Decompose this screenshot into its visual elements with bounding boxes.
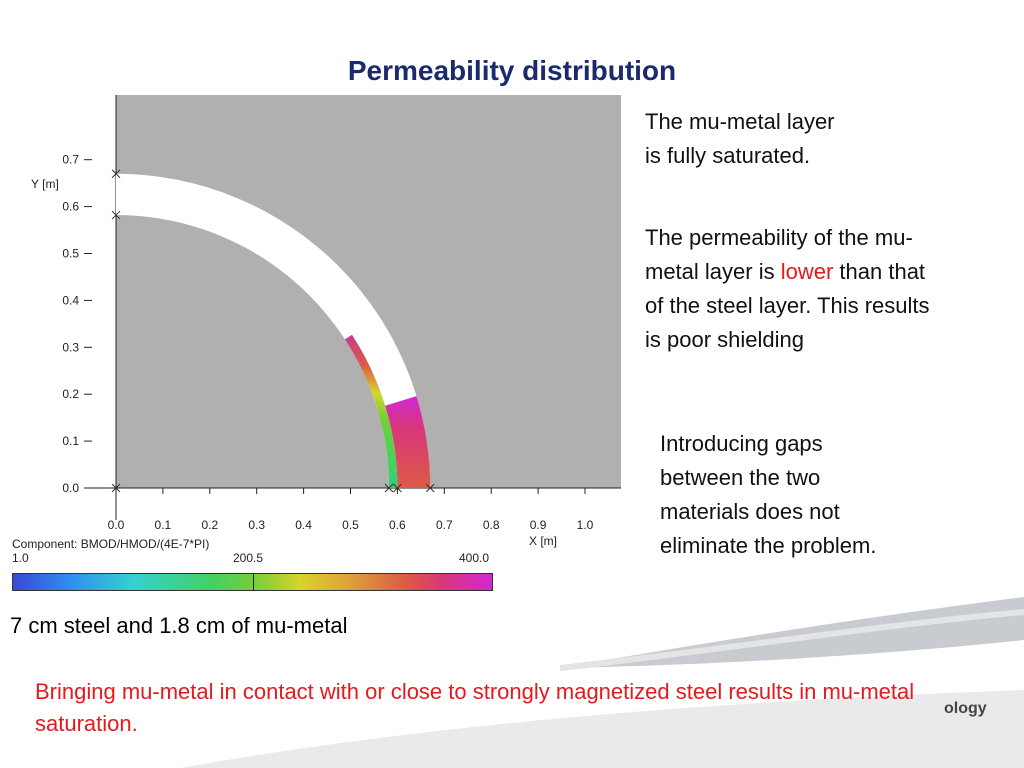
node-marker-y-0 [111,210,121,220]
node-marker-stroke [384,483,394,493]
y-tick-label: 0.0 [62,481,79,495]
x-axis-label: X [m] [529,534,557,548]
side-note-permeability-emphasis: lower [780,259,834,284]
node-marker-stroke [111,210,121,220]
x-tick-label: 0.7 [436,518,453,532]
colorbar-min-label: 1.0 [12,551,29,565]
x-tick-label: 0.5 [342,518,359,532]
x-tick-label: 0.1 [155,518,172,532]
layer-steel [385,396,431,488]
x-tick-label: 0.9 [530,518,547,532]
x-tick-label: 0.3 [248,518,265,532]
plot-ticks: 0.0 0.1 0.2 0.3 0.4 0.5 0.6 0.7 0.8 0.9 1.0 0.0 0.1 0… [31,153,594,548]
side-note-permeability-a: The permeability of the mu-metal layer i… [645,225,913,284]
side-note-gaps: Introducing gaps between the two materia… [660,431,877,558]
side-note-permeability: The permeability of the mu-metal layer i… [645,221,945,357]
x-tick-label: 1.0 [577,518,594,532]
colorbar-mid-label: 200.5 [233,551,264,565]
plot-caption: 7 cm steel and 1.8 cm of mu-metal [10,613,348,638]
x-tick-label: 0.6 [389,518,406,532]
y-tick-label: 0.5 [62,247,79,261]
logo-text: ology [944,700,987,717]
layer-mu-metal [344,334,398,488]
node-marker-stroke [425,483,435,493]
node-marker-x-2 [425,483,435,493]
x-tick-label: 0.0 [108,518,125,532]
side-note-saturation: The mu-metal layer is fully saturated. [645,109,835,168]
plot-axes [84,95,621,520]
colorbar-mid-marker [253,573,254,591]
conclusion-text: Bringing mu-metal in contact with or clo… [35,679,915,736]
node-marker-x-0 [384,483,394,493]
y-tick-label: 0.6 [62,200,79,214]
plot-marks [111,169,435,493]
y-tick-label: 0.4 [62,293,79,307]
node-marker-stroke [111,169,121,179]
side-note-permeability-b: than that of the steel layer. This resul… [645,259,930,352]
x-tick-label: 0.4 [295,518,312,532]
x-tick-label: 0.2 [201,518,218,532]
y-tick-label: 0.1 [62,434,79,448]
slide-title: Permeability distribution [347,55,677,86]
x-tick-label: 0.8 [483,518,500,532]
colorbar [12,573,493,591]
y-axis-label: Y [m] [31,177,59,191]
y-tick-label: 0.3 [62,340,79,354]
colorbar-max-label: 400.0 [459,551,490,565]
y-tick-label: 0.2 [62,387,79,401]
node-marker-y-1 [111,169,121,179]
y-tick-label: 0.7 [62,153,79,167]
component-label: Component: BMOD/HMOD/(4E-7*PI) [12,537,210,551]
plot-background [116,95,621,488]
